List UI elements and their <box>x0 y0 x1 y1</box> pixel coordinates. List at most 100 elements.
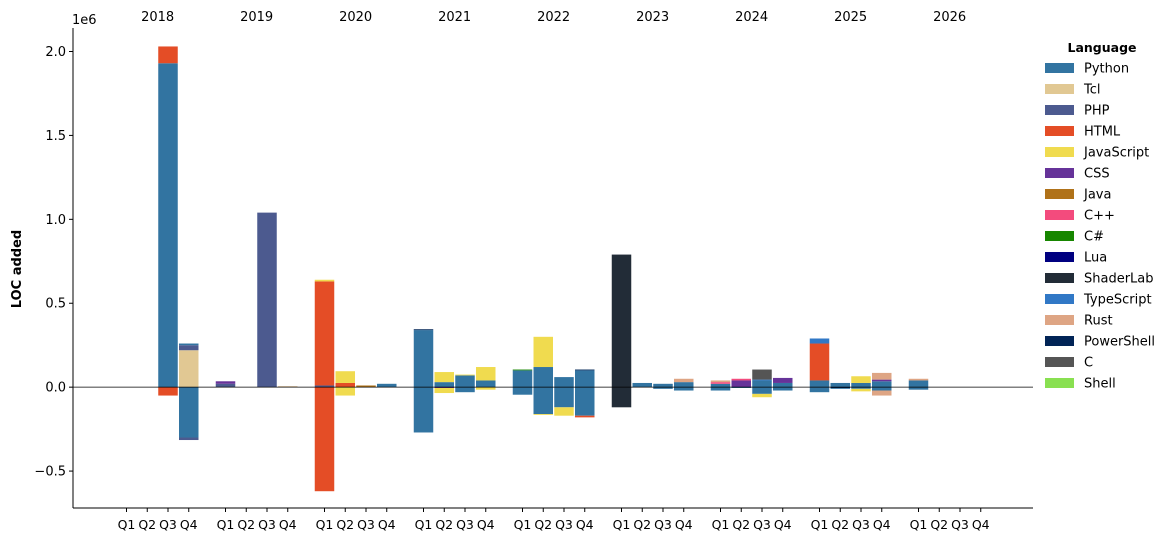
bar-segment <box>314 387 335 492</box>
legend-swatch <box>1045 357 1074 367</box>
quarter-label: Q4 <box>279 517 297 532</box>
bar-segment <box>434 388 454 394</box>
bar-segment <box>752 369 772 380</box>
bar-segment <box>809 387 830 393</box>
bar-segment <box>872 387 892 391</box>
legend-entry: Tcl <box>1083 83 1101 98</box>
bar-segment <box>215 381 236 384</box>
bar-segment <box>908 378 929 381</box>
quarter-label: Q3 <box>852 517 870 532</box>
quarter-label: Q3 <box>951 517 969 532</box>
bar-segment <box>476 367 496 381</box>
bar-segment <box>533 336 553 368</box>
quarter-label: Q2 <box>336 517 354 532</box>
bar-segment <box>413 329 434 331</box>
bar-segment <box>611 387 632 408</box>
legend-swatch <box>1045 63 1074 73</box>
quarter-label: Q1 <box>613 517 631 532</box>
bar-segment <box>179 437 199 441</box>
legend-entry: JavaScript <box>1083 146 1149 161</box>
bar-segment <box>731 387 751 388</box>
year-label: 2024 <box>735 10 768 25</box>
legend-entry: PowerShell <box>1084 335 1155 350</box>
legend-swatch <box>1045 294 1074 304</box>
y-tick-label: −0.5 <box>34 465 66 480</box>
legend-swatch <box>1045 378 1074 388</box>
bar-segment <box>455 387 475 393</box>
bar-segment <box>335 371 355 383</box>
bar-segment <box>773 382 793 388</box>
bar-segment <box>710 387 731 391</box>
bar-segment <box>752 393 772 398</box>
y-tick-label: 2.0 <box>45 45 66 60</box>
quarter-label: Q2 <box>732 517 750 532</box>
bar-segment <box>611 254 632 388</box>
legend-entry: Lua <box>1084 251 1107 266</box>
bar-segment <box>851 388 871 392</box>
bar-segment <box>314 281 335 386</box>
legend-entry: PHP <box>1084 104 1110 119</box>
bar-segment <box>653 383 673 388</box>
bar-segment <box>731 380 751 388</box>
quarter-label: Q1 <box>415 517 433 532</box>
bar-segment <box>575 415 595 418</box>
quarter-label: Q2 <box>633 517 651 532</box>
legend-entry: C <box>1084 356 1093 371</box>
bar-segment <box>413 387 434 433</box>
quarter-label: Q2 <box>831 517 849 532</box>
bar-segment <box>554 377 574 388</box>
legend-swatch <box>1045 273 1074 283</box>
bar-segment <box>575 387 595 416</box>
legend-swatch <box>1045 147 1074 157</box>
legend-entry: ShaderLab <box>1084 272 1154 287</box>
bar-segment <box>377 383 397 388</box>
bar-segment <box>851 382 871 388</box>
bar-segment <box>752 380 772 388</box>
bar-segment <box>455 375 475 388</box>
legend-entry: Python <box>1084 62 1129 77</box>
year-label: 2018 <box>141 10 174 25</box>
bar-segment <box>830 388 850 389</box>
y-axis-scale-label: 1e6 <box>72 13 97 28</box>
bar-segment <box>533 414 553 415</box>
legend-entry: TypeScript <box>1083 293 1152 308</box>
bar-segment <box>476 387 496 390</box>
bar-segment <box>455 374 475 376</box>
legend-entry: Java <box>1083 188 1111 203</box>
bar-segment <box>809 380 830 388</box>
legend-swatch <box>1045 189 1074 199</box>
year-label: 2025 <box>834 10 867 25</box>
bar-segment <box>413 330 434 388</box>
y-axis-title: LOC added <box>10 230 25 308</box>
legend-swatch <box>1045 210 1074 220</box>
bar-segment <box>158 63 178 388</box>
bar-segment <box>179 350 199 388</box>
year-label: 2022 <box>537 10 570 25</box>
bar-segment <box>710 382 731 384</box>
quarter-label: Q3 <box>159 517 177 532</box>
bar-segment <box>851 387 871 389</box>
legend-swatch <box>1045 231 1074 241</box>
y-tick-label: 0.0 <box>45 381 66 396</box>
bar-segment <box>158 46 178 64</box>
bar-segment <box>830 382 850 388</box>
legend-swatch <box>1045 168 1074 178</box>
quarter-label: Q3 <box>357 517 375 532</box>
bar-segment <box>434 387 454 388</box>
quarter-label: Q2 <box>930 517 948 532</box>
legend-swatch <box>1045 105 1074 115</box>
quarter-label: Q1 <box>316 517 334 532</box>
bar-segment <box>710 383 731 388</box>
legend-title: Language <box>1067 40 1136 55</box>
bar-segment <box>872 379 892 382</box>
bar-segment <box>653 387 673 389</box>
bar-segment <box>314 279 335 282</box>
bar-segment <box>179 343 199 346</box>
bar-segment <box>554 407 574 416</box>
bar-segment <box>158 387 178 396</box>
bar-segment <box>179 387 199 438</box>
quarter-label: Q3 <box>753 517 771 532</box>
bar-segment <box>674 378 694 383</box>
bar-segment <box>179 345 199 351</box>
